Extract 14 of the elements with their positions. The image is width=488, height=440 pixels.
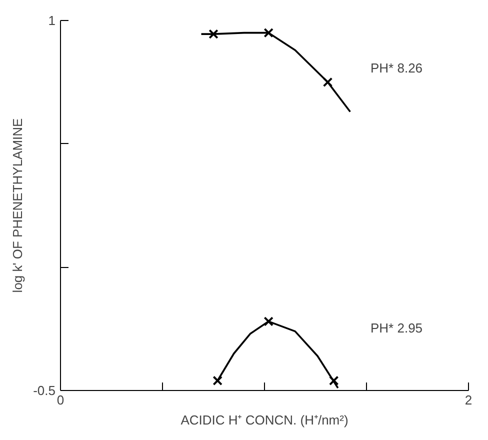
point [264, 316, 274, 326]
y-tick-label: -0.5 [33, 383, 56, 398]
point [264, 28, 274, 38]
line-series [200, 32, 352, 113]
x-tick-label: 2 [464, 392, 472, 408]
y-axis-title: log k' OF PHENETHYLAMINE [10, 118, 26, 293]
y-tick-label: 1 [48, 13, 56, 28]
point [212, 376, 222, 386]
annotation: PH* 8.26 [370, 60, 423, 76]
point [322, 77, 333, 88]
x-tick-label: 0 [56, 392, 64, 408]
x-axis-title: ACIDIC H⁺ CONCN. (H⁺/nm²) [180, 412, 348, 428]
annotation: PH* 2.95 [370, 320, 423, 336]
point [208, 29, 218, 39]
